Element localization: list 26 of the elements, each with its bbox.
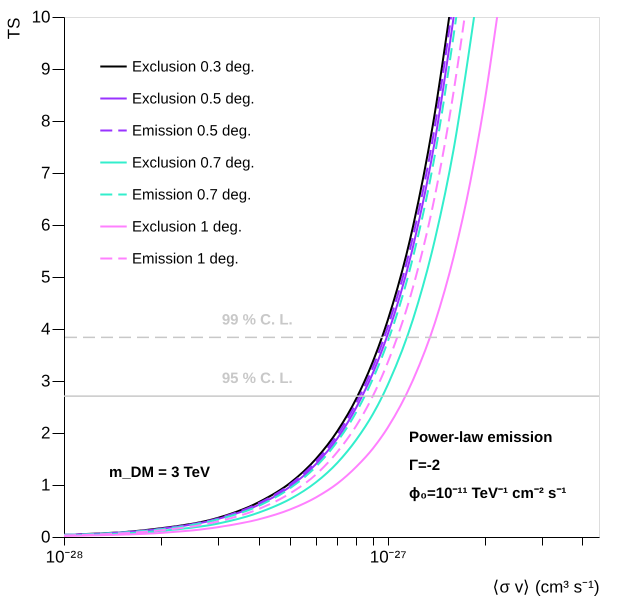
x-tick-label: 10⁻²⁷ bbox=[370, 548, 406, 566]
legend-label: Exclusion 0.7 deg. bbox=[132, 154, 255, 172]
legend-label: Exclusion 0.3 deg. bbox=[132, 58, 255, 76]
legend-label: Emission 0.7 deg. bbox=[132, 186, 252, 204]
y-tick-label: 3 bbox=[41, 372, 50, 390]
y-tick-label: 5 bbox=[41, 268, 50, 286]
y-tick-label: 4 bbox=[41, 320, 50, 338]
y-tick-label: 7 bbox=[41, 164, 50, 182]
y-axis-title: TS bbox=[4, 18, 24, 40]
legend-label: Exclusion 0.5 deg. bbox=[132, 90, 255, 108]
legend-label: Emission 0.5 deg. bbox=[132, 122, 252, 140]
x-tick-label: 10⁻²⁸ bbox=[46, 548, 84, 566]
y-tick-label: 6 bbox=[41, 216, 50, 234]
annotation: Power-law emission bbox=[409, 429, 552, 446]
annotation: m_DM = 3 TeV bbox=[109, 464, 210, 481]
y-tick-label: 8 bbox=[41, 112, 50, 130]
annotation: ϕ₀=10⁻¹¹ TeV⁻¹ cm⁻² s⁻¹ bbox=[409, 485, 566, 502]
legend-label: Exclusion 1 deg. bbox=[132, 218, 242, 236]
y-tick-label: 2 bbox=[41, 424, 50, 442]
y-tick-label: 10 bbox=[32, 8, 50, 26]
legend-label: Emission 1 deg. bbox=[132, 250, 239, 268]
x-axis-title: ⟨σ v⟩ (cm³ s⁻¹) bbox=[492, 578, 600, 596]
y-tick-label: 9 bbox=[41, 60, 50, 78]
y-tick-label: 1 bbox=[41, 476, 50, 494]
annotation: Γ=-2 bbox=[409, 457, 440, 474]
y-tick-label: 0 bbox=[41, 528, 50, 546]
